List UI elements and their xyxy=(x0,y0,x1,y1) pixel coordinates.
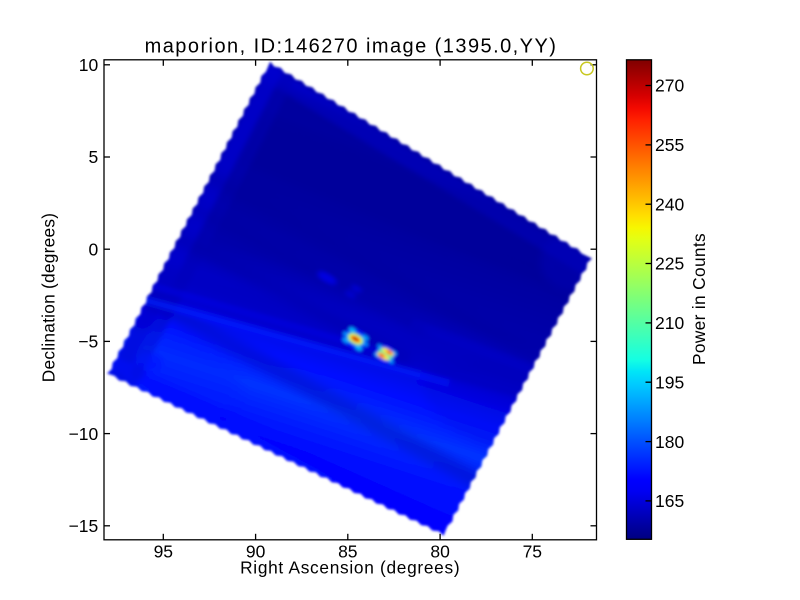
svg-text:Right Ascension (degrees): Right Ascension (degrees) xyxy=(240,558,460,578)
svg-text:−15: −15 xyxy=(69,516,99,536)
svg-text:−5: −5 xyxy=(78,332,98,352)
svg-text:10: 10 xyxy=(79,55,99,75)
svg-text:180: 180 xyxy=(655,432,684,452)
svg-text:90: 90 xyxy=(246,541,266,561)
svg-text:210: 210 xyxy=(655,313,684,333)
svg-text:Power in Counts: Power in Counts xyxy=(689,233,709,365)
svg-text:165: 165 xyxy=(655,491,684,511)
svg-text:maporion, ID:146270 image (139: maporion, ID:146270 image (1395.0,YY) xyxy=(145,36,558,58)
svg-text:95: 95 xyxy=(154,541,173,561)
svg-text:225: 225 xyxy=(655,254,684,274)
svg-text:−10: −10 xyxy=(69,424,99,444)
svg-text:240: 240 xyxy=(655,194,684,214)
svg-text:80: 80 xyxy=(430,541,450,561)
svg-text:5: 5 xyxy=(88,147,98,167)
svg-text:0: 0 xyxy=(88,239,98,259)
svg-text:75: 75 xyxy=(523,541,542,561)
svg-text:Declination (degrees): Declination (degrees) xyxy=(38,213,58,383)
svg-text:195: 195 xyxy=(655,372,684,392)
svg-text:85: 85 xyxy=(338,541,357,561)
svg-text:270: 270 xyxy=(655,76,684,96)
svg-text:255: 255 xyxy=(655,135,684,155)
